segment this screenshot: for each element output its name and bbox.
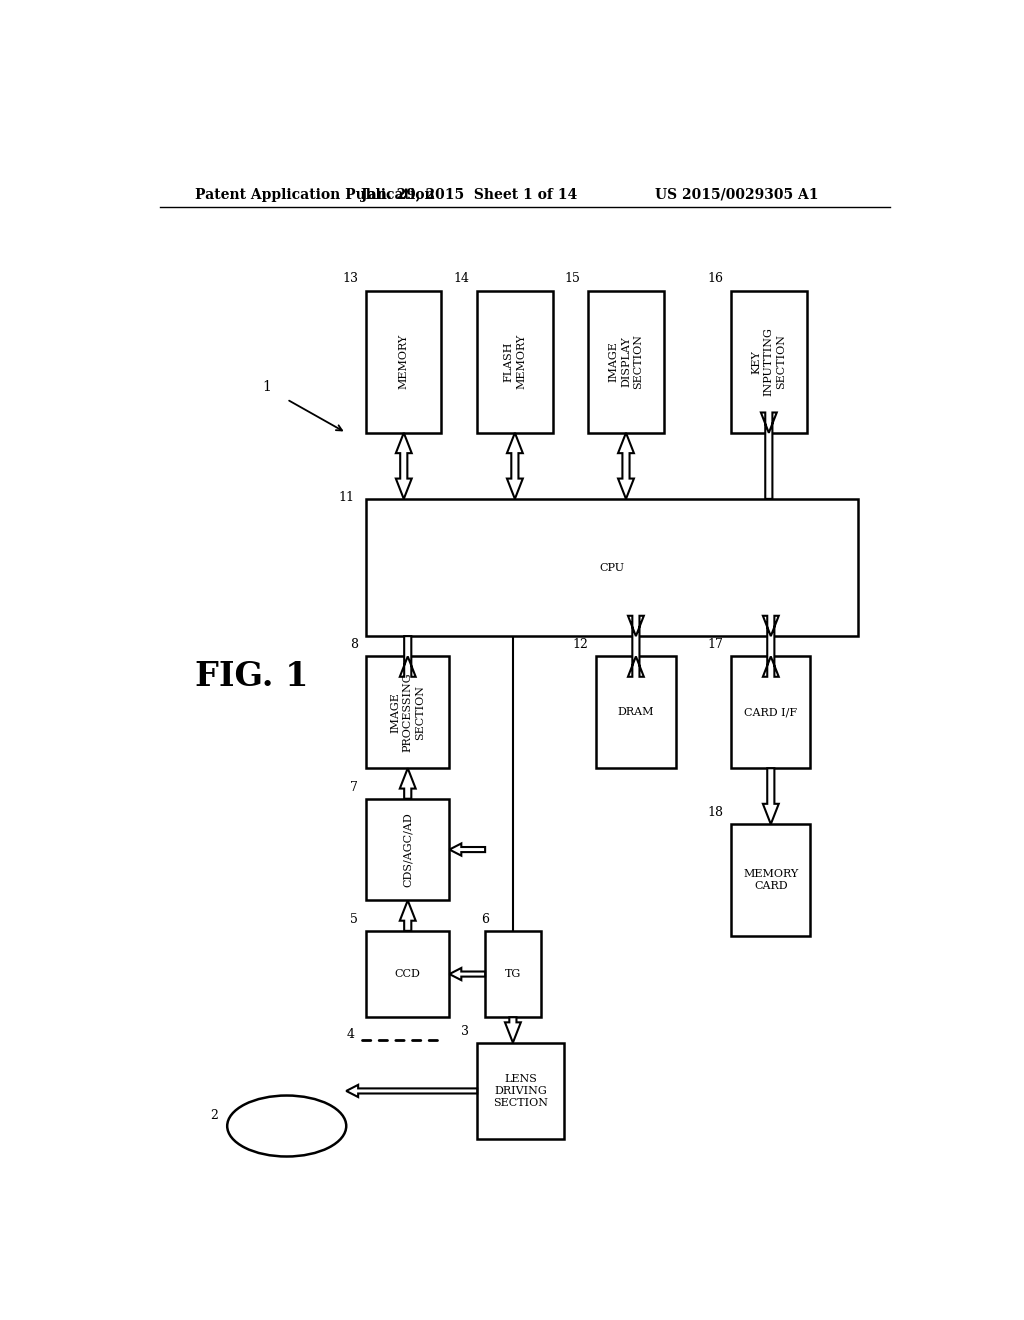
Polygon shape (763, 615, 779, 677)
Bar (731, 656, 811, 768)
Bar (596, 656, 676, 768)
Text: 8: 8 (350, 639, 358, 651)
Polygon shape (763, 768, 779, 824)
Text: MEMORY
CARD: MEMORY CARD (743, 869, 799, 891)
Text: Jan. 29, 2015  Sheet 1 of 14: Jan. 29, 2015 Sheet 1 of 14 (361, 187, 578, 202)
Text: 2: 2 (210, 1109, 218, 1122)
Polygon shape (507, 433, 523, 499)
Text: CDS/AGC/AD: CDS/AGC/AD (402, 812, 413, 887)
Text: 12: 12 (572, 639, 588, 651)
Bar (731, 824, 811, 936)
Bar (367, 799, 450, 900)
Text: 14: 14 (454, 272, 469, 285)
Text: IMAGE
DISPLAY
SECTION: IMAGE DISPLAY SECTION (608, 334, 643, 389)
Text: 17: 17 (708, 639, 723, 651)
Text: 5: 5 (350, 913, 358, 925)
Polygon shape (346, 1085, 477, 1097)
Polygon shape (450, 843, 485, 855)
Text: 6: 6 (481, 913, 489, 925)
Text: 13: 13 (342, 272, 358, 285)
Bar (485, 931, 541, 1018)
Ellipse shape (227, 1096, 346, 1156)
Text: KEY
INPUTTING
SECTION: KEY INPUTTING SECTION (752, 327, 786, 396)
Text: MEMORY: MEMORY (398, 334, 409, 389)
Text: 15: 15 (564, 272, 581, 285)
Bar (367, 931, 450, 1018)
Bar (367, 499, 858, 636)
Text: FLASH
MEMORY: FLASH MEMORY (504, 334, 526, 389)
Bar (731, 290, 807, 433)
Text: 16: 16 (708, 272, 723, 285)
Text: Patent Application Publication: Patent Application Publication (196, 187, 435, 202)
Polygon shape (396, 433, 412, 499)
Text: 4: 4 (346, 1028, 354, 1041)
Polygon shape (618, 433, 634, 499)
Text: CCD: CCD (395, 969, 421, 979)
Polygon shape (399, 900, 416, 931)
Text: IMAGE
PROCESSING
SECTION: IMAGE PROCESSING SECTION (390, 672, 425, 752)
Text: 1: 1 (262, 380, 271, 395)
Text: TG: TG (505, 969, 521, 979)
Polygon shape (628, 615, 644, 677)
Text: 11: 11 (338, 491, 354, 504)
Bar (367, 656, 450, 768)
Text: CARD I/F: CARD I/F (744, 708, 798, 717)
Text: US 2015/0029305 A1: US 2015/0029305 A1 (655, 187, 818, 202)
Text: 3: 3 (461, 1024, 469, 1038)
Text: 7: 7 (350, 780, 358, 793)
Polygon shape (399, 768, 416, 799)
Bar (588, 290, 664, 433)
Bar (477, 290, 553, 433)
Bar (367, 290, 441, 433)
Polygon shape (450, 968, 485, 981)
Text: 18: 18 (708, 807, 723, 818)
Text: FIG. 1: FIG. 1 (196, 660, 309, 693)
Text: LENS
DRIVING
SECTION: LENS DRIVING SECTION (494, 1073, 548, 1109)
Text: CPU: CPU (600, 562, 625, 573)
Polygon shape (505, 1018, 521, 1043)
Bar (477, 1043, 564, 1139)
Polygon shape (761, 412, 777, 499)
Text: DRAM: DRAM (617, 708, 654, 717)
Polygon shape (399, 636, 416, 677)
